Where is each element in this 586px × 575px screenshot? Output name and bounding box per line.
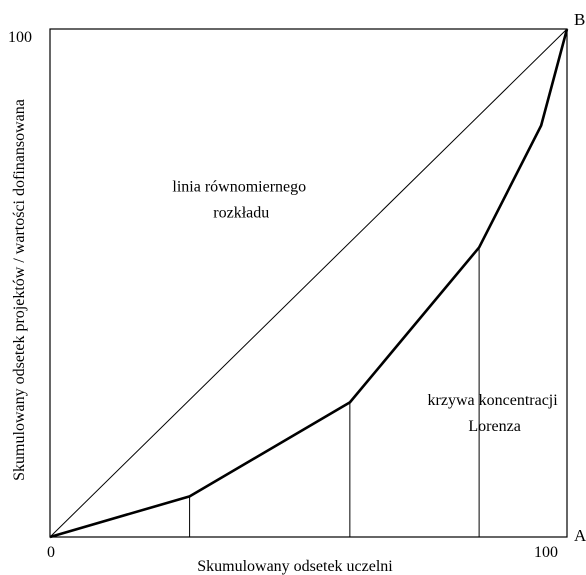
x-tick-label-0: 0 bbox=[47, 544, 55, 561]
lorenz-curve-line bbox=[49, 28, 569, 539]
annotation-equal-distribution-line-1: linia równomiernego bbox=[172, 179, 306, 196]
y-axis-title: Skumulowany odsetek projektów / wartości… bbox=[11, 99, 28, 481]
plot-frame bbox=[49, 28, 568, 538]
annotation-equal-distribution: linia równomiernego rozkładu bbox=[172, 179, 310, 222]
annotation-lorenz-curve: krzywa koncentracji Lorenza bbox=[428, 392, 562, 435]
x-tick-label-100: 100 bbox=[534, 544, 558, 561]
equal-distribution-line bbox=[49, 28, 568, 538]
annotation-lorenz-curve-line-1: krzywa koncentracji bbox=[428, 392, 559, 409]
corner-label-a: A bbox=[574, 526, 586, 545]
annotation-lorenz-curve-line-2: Lorenza bbox=[468, 418, 520, 435]
series-lines bbox=[49, 28, 569, 539]
drop-lines bbox=[189, 247, 480, 537]
x-axis-title: Skumulowany odsetek uczelni bbox=[197, 558, 393, 575]
y-tick-label-100: 100 bbox=[8, 29, 32, 46]
corner-label-b: B bbox=[574, 10, 585, 29]
annotation-equal-distribution-line-2: rozkładu bbox=[213, 205, 269, 222]
